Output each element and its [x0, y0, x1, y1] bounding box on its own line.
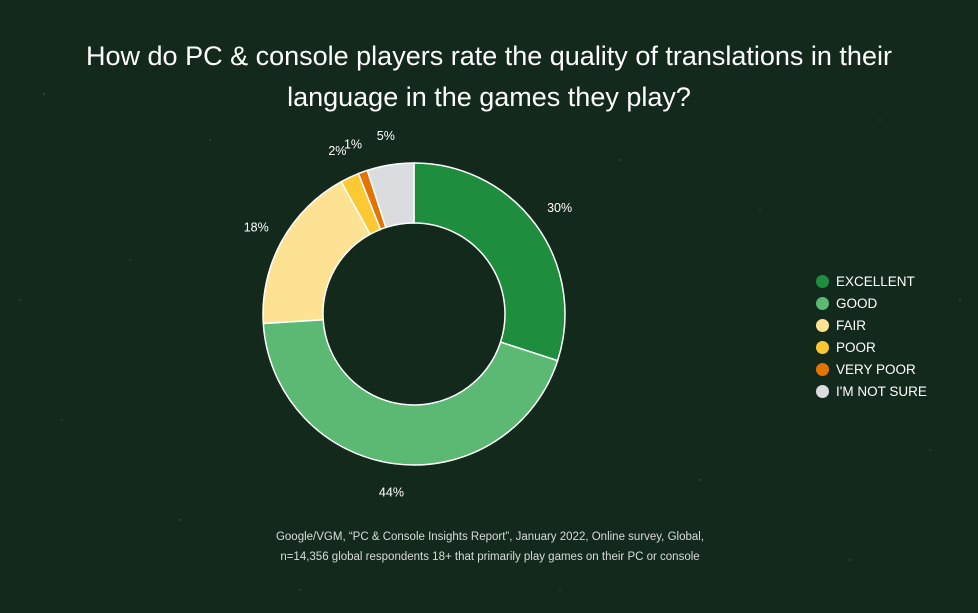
legend-label: POOR [836, 339, 876, 355]
legend-item: FAIR [816, 314, 927, 336]
legend-item: GOOD [816, 292, 927, 314]
legend-swatch [816, 296, 829, 310]
legend-label: VERY POOR [836, 361, 916, 377]
slice-label: 5% [377, 129, 395, 143]
legend-label: FAIR [836, 317, 867, 333]
legend-label: EXCELLENT [836, 273, 915, 289]
legend-item: I'M NOT SURE [816, 380, 927, 402]
legend-swatch [816, 384, 829, 398]
legend-swatch [816, 340, 829, 354]
slice-label: 30% [547, 201, 572, 215]
legend-swatch [816, 362, 829, 376]
legend-item: EXCELLENT [816, 270, 927, 292]
legend-swatch [816, 318, 829, 332]
slice-good [262, 318, 559, 466]
chart-legend: EXCELLENT GOOD FAIR POOR VERY POOR I'M NOT SU… [816, 270, 927, 402]
legend-item: VERY POOR [816, 358, 927, 380]
slice-label: 44% [379, 486, 404, 500]
source-note: Google/VGM, “PC & Console Insights Repor… [140, 527, 840, 567]
source-line-2: n=14,356 global respondents 18+ that pri… [280, 551, 700, 563]
legend-label: GOOD [836, 295, 878, 311]
source-line-1: Google/VGM, “PC & Console Insights Repor… [275, 531, 705, 543]
slice-i-m-not-sure [366, 162, 415, 229]
legend-swatch [816, 274, 829, 288]
chart-title: How do PC & console players rate the qua… [86, 41, 892, 112]
legend-label: I'M NOT SURE [836, 383, 927, 399]
slice-excellent [413, 162, 566, 362]
slice-label: 2% [328, 144, 346, 158]
legend-item: POOR [816, 336, 927, 358]
slice-label: 18% [244, 220, 269, 234]
slice-label: 1% [344, 138, 362, 152]
